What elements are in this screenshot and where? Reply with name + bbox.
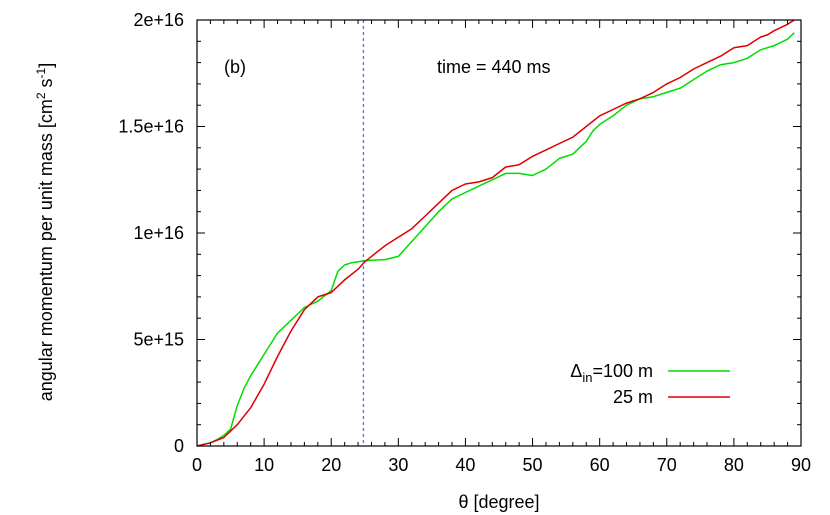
x-tick-label: 10 — [254, 455, 274, 475]
x-axis-label: θ [degree] — [458, 492, 539, 512]
y-axis-label-suffix: ] — [36, 63, 56, 68]
y-axis-label-prefix: angular momentum per unit mass [cm — [36, 99, 56, 401]
x-tick-label: 80 — [724, 455, 744, 475]
x-tick-label: 70 — [657, 455, 677, 475]
panel-label: (b) — [224, 57, 246, 77]
ticks-layer: 0 10 20 30 40 50 60 70 80 90 0 5e+15 1e+16 1.5e+16 2e+… — [118, 10, 811, 475]
y-tick-label: 2e+16 — [133, 10, 184, 30]
x-tick-label: 30 — [388, 455, 408, 475]
y-tick-label: 0 — [174, 436, 184, 456]
y-tick-label: 1.5e+16 — [118, 117, 184, 137]
y-axis-label-mid: s — [36, 78, 56, 92]
y-axis-label-sup2: -1 — [34, 67, 48, 78]
y-axis-label-sup1: 2 — [34, 92, 48, 99]
legend: Δin=100 m 25 m — [570, 361, 730, 407]
series-line-2 — [196, 19, 795, 447]
y-tick-label: 5e+15 — [133, 330, 184, 350]
x-tick-label: 0 — [192, 455, 202, 475]
x-tick-label: 50 — [523, 455, 543, 475]
y-axis-label: angular momentum per unit mass [cm2 s-1] — [34, 63, 56, 402]
time-annotation: time = 440 ms — [437, 57, 551, 77]
series-layer — [196, 19, 795, 447]
x-tick-label: 90 — [791, 455, 811, 475]
legend-entry-1-label: Δin=100 m — [570, 361, 653, 385]
legend-delta-symbol: Δ — [570, 361, 582, 381]
legend-entry-1-value: =100 m — [592, 361, 653, 381]
x-tick-label: 20 — [321, 455, 341, 475]
legend-delta-subscript: in — [582, 370, 592, 385]
legend-entry-2-label: 25 m — [613, 387, 653, 407]
x-tick-label: 60 — [590, 455, 610, 475]
x-tick-label: 40 — [455, 455, 475, 475]
y-tick-label: 1e+16 — [133, 223, 184, 243]
series-line-1 — [196, 32, 795, 447]
